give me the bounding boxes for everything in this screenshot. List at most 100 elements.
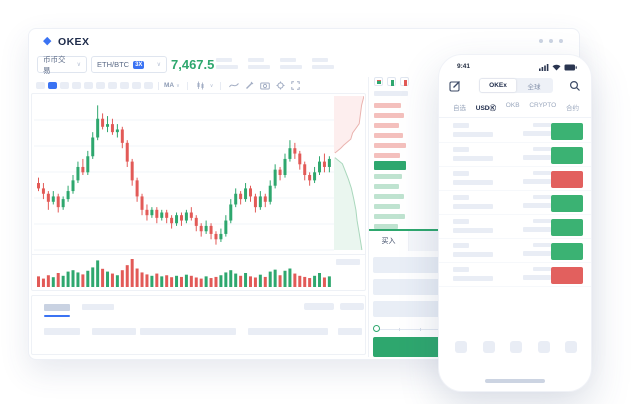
orderbook-bid-row[interactable] [374,194,404,199]
draw-tool-icon[interactable] [245,81,254,90]
orderbook-asks-only-toggle[interactable] [400,77,409,86]
filter-tab-3[interactable]: OKB [505,102,520,109]
change-badge-down[interactable] [551,170,583,188]
filter-tab-4[interactable]: CRYPTO [529,102,557,109]
change-badge-up[interactable] [551,242,583,260]
slider-tick [420,327,421,331]
nav-tab-icon[interactable] [455,341,467,353]
nav-tab-icon[interactable] [565,341,577,353]
coin-volume-skeleton [453,156,493,161]
volume-bars-chart [37,259,331,287]
orderbook-bid-row[interactable] [374,214,405,219]
orders-tab-inactive[interactable] [82,304,114,310]
search-icon[interactable] [569,79,581,97]
candle-style-button[interactable] [196,81,205,90]
buy-tab[interactable]: 买入 [369,231,408,251]
market-list-item[interactable] [439,263,591,287]
nav-tab-icon[interactable] [482,341,495,353]
trendline-tool-icon[interactable] [229,81,240,90]
compose-icon[interactable] [449,79,461,97]
timeframe-pill[interactable] [144,82,153,89]
timeframe-pill[interactable] [72,82,81,89]
orderbook-ask-row[interactable] [374,103,401,108]
amount-input-skeleton[interactable] [373,279,442,295]
change-badge-down[interactable] [551,266,583,284]
orderbook-ask-row[interactable] [374,153,400,158]
coin-volume-skeleton [453,276,493,281]
chevron-down-icon: ∨ [156,62,161,68]
market-list-item[interactable] [439,239,591,263]
market-filter-tabs: 自选 USDⓀ OKB CRYPTO 合约 [453,102,579,112]
orders-column-header-skeleton [92,328,136,335]
buy-button[interactable] [373,337,442,357]
orderbook-bid-row[interactable] [374,224,398,229]
orders-filter-pill[interactable] [340,303,364,310]
price-skeleton [533,219,551,223]
market-list-item[interactable] [439,167,591,191]
okex-logo-text: OKEX [58,36,90,48]
total-input-skeleton[interactable] [373,301,442,317]
coin-volume-skeleton [453,204,493,209]
market-subheader: 币币交易 ∨ ETH/BTC 3X ∨ 7,467.5 [29,54,579,76]
orderbook-bid-row[interactable] [374,174,402,179]
price-input-skeleton[interactable] [373,257,442,273]
phone-bottom-nav [455,341,577,353]
timeframe-pill[interactable] [84,82,93,89]
coin-name-skeleton [453,267,469,272]
filter-tab-1[interactable]: 自选 [453,105,466,112]
window-controls[interactable] [539,39,563,43]
candlestick-chart-panel[interactable] [31,93,366,291]
timeframe-pill[interactable] [96,82,105,89]
timeframe-pill[interactable] [132,82,141,89]
fullscreen-icon[interactable] [291,81,301,90]
market-list-item[interactable] [439,215,591,239]
timeframe-pill[interactable] [36,82,45,89]
orderbook-ask-row[interactable] [374,133,403,138]
sell-tab[interactable] [408,231,447,251]
market-type-select[interactable]: 币币交易 ∨ [37,54,87,75]
change-badge-up[interactable] [551,218,583,236]
coin-name-skeleton [453,171,469,176]
chevron-down-icon: ∨ [209,82,214,89]
phone-divider [439,117,591,118]
timeframe-pill[interactable] [48,82,57,89]
timeframe-pill[interactable] [60,82,69,89]
nav-tab-icon[interactable] [510,341,522,353]
market-type-label: 币币交易 [43,54,66,75]
orderbook-bid-row[interactable] [374,204,400,209]
ma-indicator-button[interactable]: MA [164,82,175,89]
market-list-item[interactable] [439,119,591,143]
nav-tab-icon[interactable] [537,341,550,353]
price-skeleton [533,171,551,175]
filter-tab-2[interactable]: USDⓀ [475,105,497,112]
slider-handle[interactable] [373,325,380,332]
market-list-item[interactable] [439,143,591,167]
battery-icon [564,64,577,71]
chevron-down-icon: ∨ [76,62,81,68]
orders-filter-pill[interactable] [304,303,334,310]
filter-tab-5[interactable]: 合约 [565,105,579,112]
timeframe-pill[interactable] [108,82,117,89]
candlestick-chart[interactable] [34,96,334,252]
coin-name-skeleton [453,147,469,152]
orderbook-bids-only-toggle[interactable] [387,77,396,86]
segment-global[interactable]: 全球 [527,83,541,91]
orderbook-split-view-toggle[interactable] [374,77,383,86]
change-badge-up[interactable] [551,194,583,212]
change-badge-up[interactable] [551,122,583,140]
orderbook-ask-row[interactable] [374,123,399,128]
change-badge-up[interactable] [551,146,583,164]
orderbook-ask-row[interactable] [374,143,406,148]
orders-tab-active[interactable] [44,304,70,311]
pair-select[interactable]: ETH/BTC 3X ∨ [91,56,167,73]
orderbook-bid-row[interactable] [374,184,399,189]
market-scope-segmented-control[interactable]: OKEx 全球 [479,78,553,93]
segment-okex[interactable]: OKEx [480,79,516,92]
timeframe-pill[interactable] [120,82,129,89]
settings-gear-icon[interactable] [276,81,285,90]
amount-slider[interactable] [373,325,442,333]
orderbook-ask-row[interactable] [374,113,404,118]
price-skeleton [533,123,551,127]
market-list-item[interactable] [439,191,591,215]
snapshot-camera-icon[interactable] [260,81,271,90]
